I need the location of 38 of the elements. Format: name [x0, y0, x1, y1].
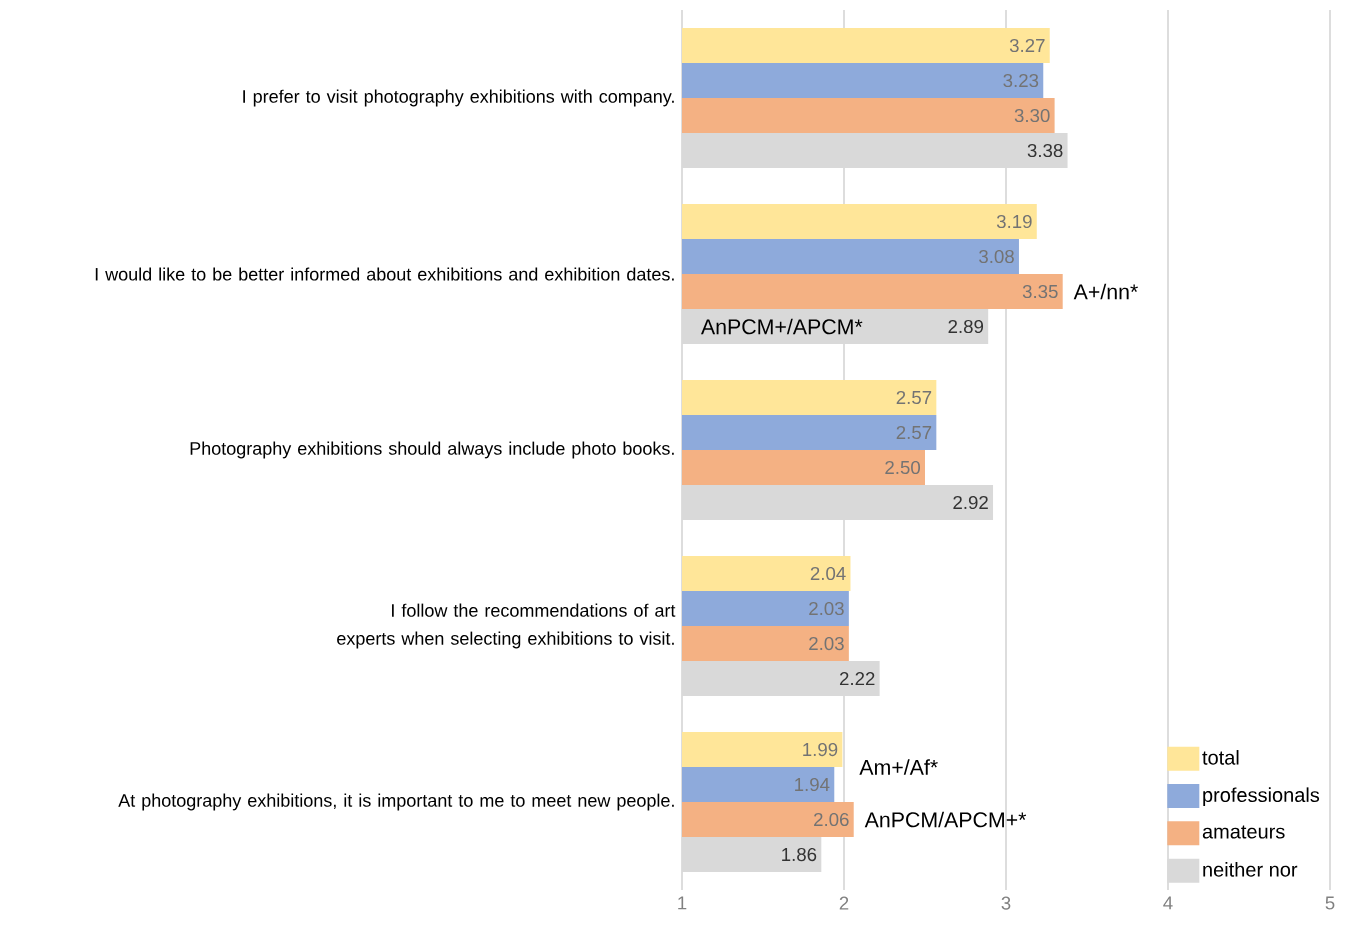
x-tick-label: 5: [1325, 896, 1335, 910]
data-label: 3.27: [1009, 38, 1045, 53]
data-label: 2.89: [948, 319, 984, 334]
data-label: 3.38: [1027, 143, 1063, 158]
data-label: 2.50: [885, 460, 921, 475]
y-tick-label: At photography exhibitions, it is important to me to meet new people.: [118, 793, 674, 811]
data-label: 2.57: [896, 425, 932, 440]
annotation: AnPCM+/APCM*: [700, 318, 863, 335]
data-label: 2.03: [809, 636, 844, 651]
legend-label: amateurs: [1202, 825, 1285, 839]
y-tick-label: I follow the recommendations of art experts when selecting exhibitions to visit.: [337, 603, 676, 649]
annotation: A+/nn*: [1073, 283, 1138, 300]
y-tick-label: I would like to be better informed about exhibitions and exhibition dates.: [95, 267, 674, 281]
data-label: 1.94: [795, 777, 830, 792]
x-tick-label: 3: [1001, 896, 1011, 910]
annotation: Am+/Af*: [859, 759, 938, 775]
legend-label: total: [1202, 750, 1239, 765]
x-tick-label: 2: [839, 896, 849, 910]
data-label: 3.23: [1003, 73, 1039, 88]
legend-label: neither nor: [1203, 862, 1298, 877]
data-label: 3.08: [979, 249, 1014, 264]
x-tick-label: 1: [678, 896, 687, 910]
data-label: 2.57: [896, 390, 932, 405]
y-tick-label: Photography exhibitions should always include photo books.: [190, 441, 674, 459]
y-tick-label: I prefer to visit photography exhibitions with company.: [243, 89, 674, 107]
data-label: 2.06: [814, 812, 849, 827]
legend-label: professionals: [1203, 787, 1320, 806]
data-label: 1.86: [782, 847, 817, 862]
data-label: 2.22: [839, 671, 875, 686]
data-label: 2.04: [810, 566, 846, 581]
data-label: 3.30: [1014, 108, 1050, 123]
annotation: AnPCM/APCM+*: [864, 811, 1027, 828]
data-label: 1.99: [803, 742, 838, 757]
x-tick-label: 4: [1163, 896, 1173, 910]
data-label: 3.19: [996, 214, 1032, 229]
data-label: 2.03: [809, 601, 844, 616]
data-label: 2.92: [953, 495, 988, 510]
data-label: 3.35: [1022, 284, 1058, 299]
